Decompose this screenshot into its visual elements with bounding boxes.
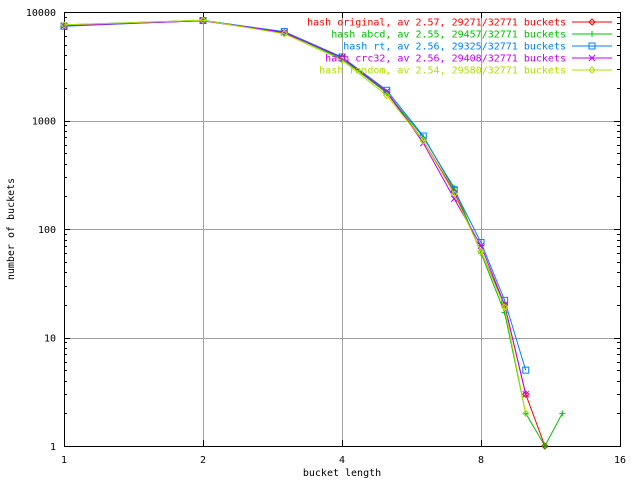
- data-point: [522, 366, 530, 374]
- data-point: [559, 410, 566, 417]
- x-tick-label: 4: [339, 455, 345, 466]
- data-point: [383, 86, 391, 94]
- legend-label: hash abcd, av 2.55, 29457/32771 buckets: [331, 30, 566, 41]
- data-point: [383, 91, 391, 100]
- legend-marker: [588, 18, 596, 26]
- x-axis-title: bucket length: [303, 468, 381, 479]
- series-1: [60, 17, 549, 450]
- data-point: [60, 21, 68, 29]
- legend: hash original, av 2.57, 29271/32771 buck…: [307, 18, 612, 77]
- data-point: [419, 137, 428, 145]
- x-tick-label: 16: [614, 455, 626, 466]
- series-2: [61, 17, 566, 449]
- series-line: [63, 19, 527, 414]
- data-point: [60, 22, 68, 30]
- y-tick-label: 10000: [26, 8, 56, 19]
- legend-label: hash crc32, av 2.56, 29408/32771 buckets: [325, 54, 566, 65]
- axis-ticks: 1 2 4 8 16 1 10 100 1000 10000: [26, 8, 626, 466]
- data-point: [522, 390, 530, 398]
- data-point: [280, 30, 289, 38]
- data-point: [338, 56, 346, 64]
- grid: [64, 12, 620, 446]
- data-point: [450, 195, 458, 203]
- data-point: [541, 443, 548, 449]
- data-point: [500, 303, 509, 311]
- series-5: [60, 16, 530, 418]
- data-point: [522, 409, 530, 418]
- legend-marker: [588, 66, 596, 74]
- legend-marker: [588, 54, 596, 62]
- series-group: [60, 16, 566, 450]
- legend-label: hash random, av 2.54, 29580/32771 bucket…: [319, 66, 566, 77]
- y-axis-title: number of buckets: [6, 178, 17, 280]
- y-tick-label: 1: [50, 442, 56, 453]
- data-point: [450, 190, 458, 198]
- legend-label: hash original, av 2.57, 29271/32771 buck…: [307, 18, 566, 29]
- y-tick-label: 1000: [32, 117, 56, 128]
- legend-marker: [588, 42, 596, 50]
- data-point: [199, 16, 207, 24]
- series-line: [63, 19, 563, 448]
- x-tick-label: 1: [61, 455, 67, 466]
- y-tick-label: 10: [44, 334, 56, 345]
- x-tick-label: 8: [478, 455, 484, 466]
- legend-marker: [589, 31, 595, 37]
- data-point: [419, 132, 427, 140]
- data-point: [477, 247, 485, 256]
- x-tick-label: 2: [200, 455, 206, 466]
- legend-label: hash rt, av 2.56, 29325/32771 buckets: [343, 42, 566, 53]
- data-point: [522, 390, 530, 398]
- y-tick-label: 100: [38, 225, 56, 236]
